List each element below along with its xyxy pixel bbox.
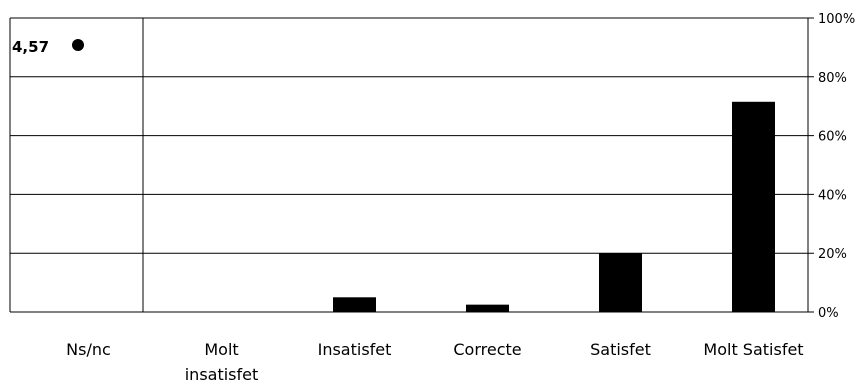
bar	[732, 101, 775, 312]
plot-frame	[9, 18, 809, 312]
x-tick-label: Insatisfet	[318, 340, 392, 359]
y-tick-label: 0%	[818, 306, 839, 321]
bars	[333, 101, 775, 312]
x-tick-label: Correcte	[453, 340, 521, 359]
bar	[599, 253, 642, 312]
y-tick-label: 80%	[818, 71, 847, 86]
x-axis-labels: Ns/nc Molt insatisfet Insatisfet Correcte Sat…	[66, 340, 803, 384]
y-tick-label: 20%	[818, 247, 847, 262]
x-tick-label: Molt Satisfet	[703, 340, 803, 359]
score-value: 4,57	[12, 38, 49, 56]
x-tick-label: Satisfet	[590, 340, 651, 359]
y-tick-label: 40%	[818, 188, 847, 203]
gridlines	[10, 17, 814, 313]
x-tick-label: Molt insatisfet	[185, 340, 259, 384]
x-tick-label: Ns/nc	[66, 340, 111, 359]
bar	[466, 304, 509, 312]
y-tick-label: 100%	[818, 12, 855, 27]
bar	[333, 297, 376, 312]
y-tick-label: 60%	[818, 130, 847, 145]
score-indicator: 4,57	[12, 38, 84, 56]
score-marker-icon	[72, 39, 84, 51]
y-axis-ticks: 0% 20% 40% 60% 80% 100%	[818, 12, 855, 321]
